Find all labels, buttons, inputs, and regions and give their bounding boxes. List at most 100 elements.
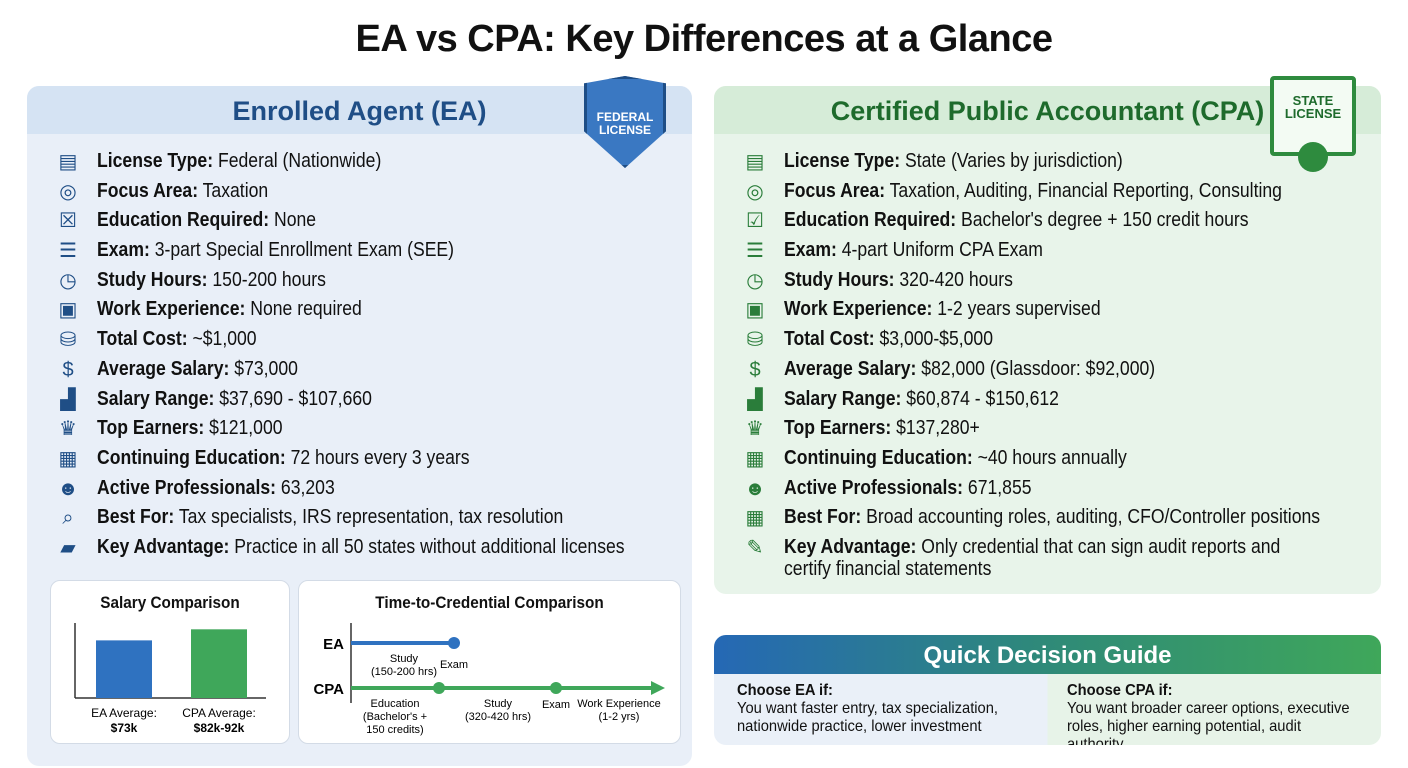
cpa-step-work: Work Experience	[577, 698, 661, 710]
signed-document-icon: ✎	[746, 536, 764, 559]
money-bag-icon: $	[62, 358, 74, 381]
cpa-exam-marker	[550, 682, 562, 694]
row-value: 1-2 years supervised	[932, 298, 1101, 321]
row-text: Average Salary: $73,000	[97, 355, 298, 383]
category-label: CPA Average:	[182, 706, 256, 720]
row-value: $3,000-$5,000	[874, 328, 994, 351]
info-row: ☑ Education Required: Bachelor's degree +…	[714, 206, 1381, 236]
info-row: ☰ Exam: 3-part Special Enrollment Exam (S…	[27, 236, 692, 266]
info-row: ☰ Exam: 4-part Uniform CPA Exam	[714, 236, 1381, 266]
row-value: 150-200 hours	[207, 268, 326, 291]
clock-icon: ◷	[746, 269, 764, 292]
row-label: Salary Range:	[97, 387, 215, 410]
federal-license-badge-icon: FEDERAL LICENSE	[584, 76, 666, 168]
clipboard-icon: ☰	[59, 240, 77, 263]
row-label: Study Hours:	[784, 268, 895, 291]
ea-heading: Enrolled Agent (EA)	[27, 86, 692, 134]
row-text: Education Required: None	[97, 206, 316, 234]
info-row: $ Average Salary: $82,000 (Glassdoor: $92…	[714, 355, 1381, 385]
people-icon: ☻	[57, 477, 79, 500]
row-value: Practice in all 50 states without additi…	[229, 535, 625, 558]
info-row: ▦ Continuing Education: ~40 hours annuall…	[714, 444, 1381, 474]
ea-exam-marker	[448, 637, 460, 649]
row-label: Focus Area:	[97, 179, 199, 202]
row-text: Focus Area: Taxation	[97, 177, 268, 205]
money-bag-icon: $	[749, 358, 761, 381]
bar-chart-icon: ▟	[747, 388, 763, 411]
people-icon: ☻	[744, 477, 766, 500]
info-row: ▰ Key Advantage: Practice in all 50 state…	[27, 533, 692, 563]
row-label: Total Cost:	[97, 328, 188, 351]
timeline-cpa-label: CPA	[313, 681, 344, 698]
row-text: License Type: State (Varies by jurisdict…	[784, 147, 1123, 175]
info-row: ▟ Salary Range: $37,690 - $107,660	[27, 385, 692, 415]
row-value: Only credential that can sign audit repo…	[916, 535, 1281, 558]
magnifier-tax-icon: ⌕	[62, 507, 74, 530]
ea-panel: Enrolled Agent (EA) ▤ License Type: Feder…	[27, 86, 692, 766]
info-row: ◎ Focus Area: Taxation	[27, 177, 692, 207]
category-label: EA Average:	[91, 706, 157, 720]
row-text: Study Hours: 320-420 hours	[784, 266, 1013, 294]
row-label: Continuing Education:	[784, 446, 973, 469]
clipboard-icon: ☰	[746, 240, 764, 263]
row-label: Study Hours:	[97, 268, 208, 291]
info-row: ♛ Top Earners: $121,000	[27, 414, 692, 444]
row-text: Study Hours: 150-200 hours	[97, 266, 326, 294]
row-label: Exam:	[97, 239, 150, 262]
row-label: Exam:	[784, 239, 837, 262]
salary-chart-title: Salary Comparison	[100, 593, 240, 612]
row-text: Focus Area: Taxation, Auditing, Financia…	[784, 177, 1282, 205]
row-value: 72 hours every 3 years	[285, 446, 470, 469]
calculator-icon: ▦	[745, 507, 765, 530]
row-label: Total Cost:	[784, 328, 875, 351]
cpa-education-marker	[433, 682, 445, 694]
row-value: None required	[245, 298, 362, 321]
row-value: Taxation, Auditing, Financial Reporting,…	[885, 179, 1282, 202]
info-row: ⛁ Total Cost: $3,000-$5,000	[714, 325, 1381, 355]
row-value: $82,000 (Glassdoor: $92,000)	[916, 357, 1156, 380]
row-label: Key Advantage:	[784, 535, 917, 558]
row-text: Active Professionals: 671,855	[784, 474, 1032, 502]
info-row: ▤ License Type: State (Varies by jurisdic…	[714, 147, 1381, 177]
row-value: 4-part Uniform CPA Exam	[836, 239, 1043, 262]
row-label: Top Earners:	[97, 417, 205, 440]
coins-icon: ⛁	[746, 329, 764, 352]
row-label: Active Professionals:	[784, 476, 964, 499]
info-row: ⌕ Best For: Tax specialists, IRS represen…	[27, 503, 692, 533]
info-row: $ Average Salary: $73,000	[27, 355, 692, 385]
row-text: Total Cost: $3,000-$5,000	[784, 325, 993, 353]
info-row: ▦ Best For: Broad accounting roles, audit…	[714, 503, 1381, 533]
row-value: $121,000	[204, 417, 283, 440]
row-label: Work Experience:	[784, 298, 933, 321]
row-value: State (Varies by jurisdiction)	[900, 150, 1123, 172]
row-label: Top Earners:	[784, 417, 892, 440]
crown-icon: ♛	[59, 418, 77, 441]
guide-ea-line1: You want faster entry, tax specializatio…	[737, 700, 999, 717]
row-text: Top Earners: $121,000	[97, 414, 283, 442]
row-value: Federal (Nationwide)	[213, 150, 382, 172]
row-value-continued: certify financial statements	[784, 557, 992, 580]
row-value: 63,203	[276, 476, 335, 499]
row-label: Continuing Education:	[97, 446, 286, 469]
row-text: License Type: Federal (Nationwide)	[97, 147, 381, 175]
row-text: Total Cost: ~$1,000	[97, 325, 257, 353]
calendar-icon: ▦	[58, 447, 78, 470]
row-text: Top Earners: $137,280+	[784, 414, 980, 442]
info-row: ⛁ Total Cost: ~$1,000	[27, 325, 692, 355]
ribbon-seal-icon	[1298, 142, 1328, 172]
row-value: $73,000	[229, 357, 298, 380]
license-book-icon: ▤	[745, 151, 765, 173]
calendar-icon: ▦	[745, 447, 765, 470]
row-text: Salary Range: $37,690 - $107,660	[97, 385, 372, 413]
row-label: Active Professionals:	[97, 476, 277, 499]
timeline-ea-label: EA	[323, 636, 344, 653]
row-text: Salary Range: $60,874 - $150,612	[784, 385, 1059, 413]
cpa-step-education: Education	[371, 698, 420, 710]
cpa-step-work-years: (1-2 yrs)	[599, 711, 640, 723]
cpa-step-study: Study	[484, 698, 513, 710]
info-row: ◷ Study Hours: 320-420 hours	[714, 266, 1381, 296]
guide-cpa-line2: roles, higher earning potential, audit a…	[1067, 718, 1302, 745]
row-value: ~40 hours annually	[972, 446, 1127, 469]
ea-step-study: Study	[390, 653, 419, 665]
salary-bar	[191, 629, 247, 698]
